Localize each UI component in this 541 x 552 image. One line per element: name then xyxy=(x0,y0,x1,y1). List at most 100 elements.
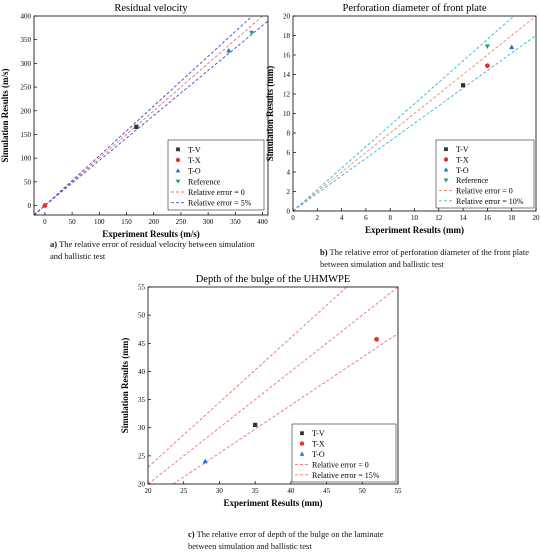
y-tick-label-b: 2 xyxy=(287,188,291,196)
legend-marker-t-o-a xyxy=(175,168,181,173)
legend-label-reference-b: Reference xyxy=(456,176,489,185)
legend-label-t-x-b: T-X xyxy=(456,156,469,165)
x-axis-label-c: Experiment Results (mm) xyxy=(224,498,323,508)
x-tick-label-b: 6 xyxy=(364,214,368,222)
y-tick-label-a: 150 xyxy=(21,131,32,139)
legend-label-t-x-a: T-X xyxy=(188,156,201,165)
x-tick-label-c: 55 xyxy=(395,487,403,495)
y-tick-label-a: 350 xyxy=(21,36,32,44)
y-tick-label-b: 20 xyxy=(283,13,291,21)
y-tick-label-a: 50 xyxy=(24,178,32,186)
y-tick-label-c: 40 xyxy=(138,368,146,376)
chart-title-b: Perforation diameter of front plate xyxy=(342,3,486,14)
x-tick-label-b: 14 xyxy=(460,214,468,222)
x-tick-label-b: 8 xyxy=(388,214,392,222)
data-points-c xyxy=(202,336,379,464)
data-point-reference-a xyxy=(249,30,255,36)
ticks-a: 0 50 100 150 200 250 300 350 400 0 50 100 150 200 250 3… xyxy=(21,13,269,227)
y-tick-label-b: 10 xyxy=(283,110,291,118)
legend-marker-t-v-a xyxy=(176,147,180,152)
data-points-b xyxy=(461,44,515,88)
y-axis-label-a: Simulation Results (m/s) xyxy=(0,68,10,162)
y-tick-label-b: 18 xyxy=(283,32,291,40)
data-point-t-o-a xyxy=(226,47,232,53)
error-line-lower-a xyxy=(34,20,268,215)
x-tick-label-a: 50 xyxy=(69,218,77,226)
legend-marker-t-x-b xyxy=(443,157,449,162)
y-tick-label-b: 4 xyxy=(287,169,291,177)
legend-label-t-o-b: T-O xyxy=(456,166,469,175)
legend-box-c xyxy=(291,423,397,483)
y-tick-label-b: 14 xyxy=(283,71,291,79)
y-tick-label-a: 200 xyxy=(21,107,32,115)
x-tick-label-b: 16 xyxy=(484,214,492,222)
legend-label-line-1-c: Relative error = 15% xyxy=(312,471,380,480)
legend-label-line-0-c: Relative error = 0 xyxy=(312,460,369,469)
x-tick-label-c: 45 xyxy=(323,487,331,495)
data-point-t-v-a xyxy=(134,124,139,129)
ticks-b: 0 2 4 6 8 10 12 14 16 18 20 0 2 4 6 8 10 12 14 16 18 20 xyxy=(283,13,540,223)
y-tick-label-b: 16 xyxy=(283,52,291,60)
x-tick-label-b: 10 xyxy=(411,214,419,222)
x-tick-label-b: 2 xyxy=(316,214,320,222)
legend-label-t-v-c: T-V xyxy=(312,429,325,438)
x-tick-label-b: 12 xyxy=(435,214,443,222)
x-tick-label-a: 400 xyxy=(257,218,268,226)
y-tick-label-a: 100 xyxy=(21,155,32,163)
error-lines-c xyxy=(148,287,398,484)
x-tick-label-a: 250 xyxy=(176,218,187,226)
x-axis-label-a: Experiment Results (m/s) xyxy=(102,229,200,239)
y-tick-label-b: 0 xyxy=(287,208,291,216)
legend-marker-t-x-c xyxy=(299,441,305,446)
legend-box-a xyxy=(167,139,265,211)
x-tick-label-c: 20 xyxy=(145,487,153,495)
error-lines-a xyxy=(34,16,268,215)
y-tick-label-c: 55 xyxy=(138,284,146,292)
y-tick-label-a: 400 xyxy=(21,13,32,21)
legend-label-t-x-c: T-X xyxy=(312,440,325,449)
legend-label-line-1-a: Relative error = 5% xyxy=(188,199,252,208)
y-tick-label-c: 35 xyxy=(138,396,146,404)
caption-c: c) The relative error of depth of the bu… xyxy=(188,529,384,551)
y-tick-label-a: 250 xyxy=(21,84,32,92)
caption-a: a) The relative error of residual veloci… xyxy=(50,239,255,261)
data-point-t-x-a xyxy=(42,203,48,208)
data-point-t-v-b xyxy=(461,83,466,88)
legend-marker-t-o-c xyxy=(299,451,305,456)
error-line-zero-c xyxy=(148,287,398,484)
x-tick-label-a: 0 xyxy=(43,218,47,226)
x-tick-label-a: 150 xyxy=(121,218,132,226)
error-line-zero-a xyxy=(34,16,264,215)
legend-marker-reference-a xyxy=(175,179,181,184)
ticks-c: 20 25 30 35 40 45 50 55 20 25 30 35 40 45 50 55 xyxy=(138,284,402,496)
x-tick-label-a: 100 xyxy=(94,218,105,226)
legend-label-t-v-b: T-V xyxy=(456,145,469,154)
data-point-t-v-c xyxy=(253,422,258,427)
legend-marker-reference-b xyxy=(443,178,449,183)
data-point-reference-b xyxy=(484,44,490,49)
y-axis-label-b: Simulation Results (mm) xyxy=(265,66,275,162)
data-point-t-o-b xyxy=(509,44,515,50)
legend-label-line-1-b: Relative error = 10% xyxy=(456,197,524,206)
legend-label-line-0-a: Relative error = 0 xyxy=(188,188,245,197)
legend-marker-t-v-b xyxy=(444,147,448,152)
plot-frame-a xyxy=(33,15,269,216)
data-point-t-x-b xyxy=(485,63,490,69)
y-tick-label-c: 50 xyxy=(138,312,146,320)
y-tick-label-c: 20 xyxy=(138,481,146,489)
x-tick-label-c: 35 xyxy=(252,487,260,495)
data-point-t-o-c xyxy=(202,458,208,464)
error-line-upper-c xyxy=(148,287,348,468)
x-tick-label-a: 350 xyxy=(230,218,241,226)
x-axis-label-b: Experiment Results (mm) xyxy=(365,225,464,235)
x-tick-label-c: 30 xyxy=(216,487,224,495)
chart-b: 0 2 4 6 8 10 12 14 16 18 20 0 2 4 6 8 10 12 14 16 18 20 Perfor… xyxy=(265,3,540,235)
legend-label-t-o-a: T-O xyxy=(188,167,201,176)
y-tick-label-c: 30 xyxy=(138,424,146,432)
x-tick-label-c: 40 xyxy=(287,487,295,495)
x-tick-label-b: 20 xyxy=(533,214,541,222)
data-point-t-x-c xyxy=(374,336,379,342)
y-tick-label-c: 45 xyxy=(138,340,146,348)
